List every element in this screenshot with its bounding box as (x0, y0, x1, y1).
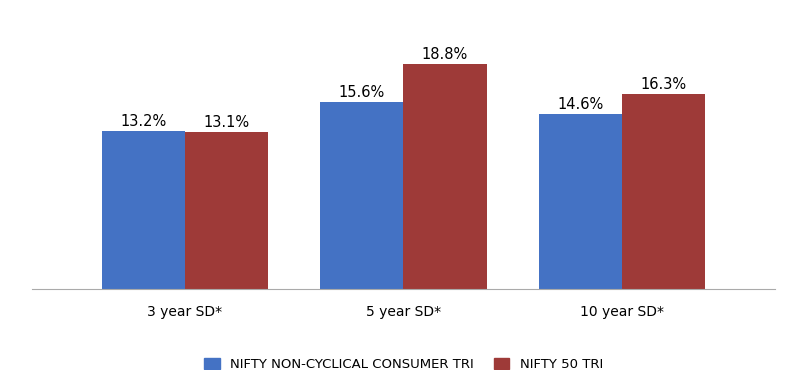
Bar (102, 131, 185, 289)
Bar (185, 132, 268, 289)
Text: 13.2%: 13.2% (121, 114, 166, 129)
Text: 16.3%: 16.3% (641, 77, 686, 91)
Bar (539, 114, 622, 289)
Text: 14.6%: 14.6% (558, 97, 604, 112)
Legend: NIFTY NON-CYCLICAL CONSUMER TRI, NIFTY 50 TRI: NIFTY NON-CYCLICAL CONSUMER TRI, NIFTY 5… (198, 353, 609, 370)
Bar (403, 64, 487, 289)
Bar (622, 94, 705, 289)
Text: 13.1%: 13.1% (204, 115, 249, 130)
Text: 18.8%: 18.8% (422, 47, 468, 62)
Text: 15.6%: 15.6% (339, 85, 385, 100)
Bar (320, 102, 403, 289)
